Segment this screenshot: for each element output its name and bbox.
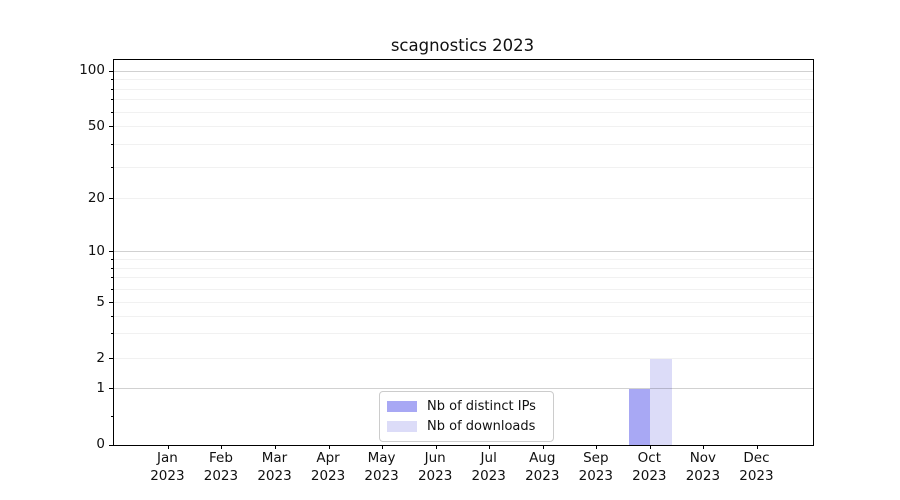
legend: Nb of distinct IPs Nb of downloads [379, 391, 554, 442]
y-tick-label: 1 [96, 379, 105, 396]
gridline [114, 288, 813, 290]
x-tick-label: Aug 2023 [525, 450, 560, 484]
y-tick-mark [109, 70, 113, 72]
legend-swatch-downloads [387, 421, 417, 432]
chart-title: scagnostics 2023 [390, 36, 535, 55]
y-tick-mark [110, 267, 113, 269]
x-tick-mark [382, 445, 384, 449]
bar-distinct-ips [628, 388, 651, 445]
x-tick-mark [221, 445, 223, 449]
y-tick-mark [109, 388, 113, 390]
y-tick-label: 20 [87, 189, 105, 206]
y-tick-mark [110, 99, 113, 101]
y-tick-mark [109, 444, 113, 446]
y-tick-mark [110, 166, 113, 168]
gridline [114, 267, 813, 269]
y-tick-label: 5 [96, 293, 105, 310]
x-tick-mark [649, 445, 651, 449]
y-tick-label: 2 [96, 349, 105, 366]
legend-entry-distinct-ips: Nb of distinct IPs [387, 399, 536, 414]
gridline [114, 79, 813, 81]
gridline [114, 277, 813, 279]
x-tick-label: May 2023 [364, 450, 399, 484]
y-tick-mark [110, 416, 113, 418]
gridline [114, 259, 813, 261]
x-tick-mark [167, 445, 169, 449]
x-tick-label: Apr 2023 [310, 450, 346, 484]
gridline [114, 166, 813, 168]
gridline [114, 99, 813, 101]
y-tick-mark [110, 88, 113, 90]
y-tick-label: 50 [87, 117, 105, 134]
x-tick-mark [596, 445, 598, 449]
y-tick-mark [110, 79, 113, 81]
y-tick-mark [110, 111, 113, 113]
y-tick-mark [109, 198, 113, 200]
y-tick-mark [110, 144, 113, 146]
legend-swatch-distinct-ips [387, 401, 417, 412]
gridline [114, 315, 813, 317]
x-tick-label: Sep 2023 [578, 450, 613, 484]
x-tick-mark [542, 445, 544, 449]
y-tick-mark [110, 288, 113, 290]
y-tick-mark [109, 251, 113, 253]
plot-area: Nb of distinct IPs Nb of downloads [109, 59, 814, 449]
gridline [114, 333, 813, 335]
y-tick-mark [109, 302, 113, 303]
y-tick-mark [110, 333, 113, 335]
gridline [114, 126, 813, 128]
gridline [114, 70, 813, 72]
gridline [114, 251, 813, 253]
x-tick-label: Nov 2023 [685, 450, 721, 484]
legend-label-downloads: Nb of downloads [427, 419, 536, 434]
x-tick-label: Jun 2023 [417, 450, 453, 484]
gridline [114, 88, 813, 90]
gridline [114, 302, 813, 303]
gridline [114, 111, 813, 113]
gridline [114, 198, 813, 200]
x-tick-label: Mar 2023 [257, 450, 292, 484]
x-tick-mark [489, 445, 491, 449]
y-tick-mark [110, 277, 113, 279]
x-tick-label: Jul 2023 [471, 450, 506, 484]
legend-entry-downloads: Nb of downloads [387, 419, 536, 434]
y-tick-label: 10 [87, 242, 105, 259]
x-tick-label: Feb 2023 [203, 450, 239, 484]
y-tick-label: 0 [96, 436, 105, 452]
x-tick-label: Oct 2023 [632, 450, 667, 484]
x-tick-mark [328, 445, 330, 449]
y-tick-mark [109, 126, 113, 128]
x-tick-mark [275, 445, 276, 449]
y-tick-mark [110, 259, 113, 261]
gridline [114, 144, 813, 146]
gridline [114, 358, 813, 360]
gridline [114, 388, 813, 390]
x-tick-label: Jan 2023 [150, 450, 185, 484]
x-tick-mark [703, 445, 705, 449]
x-tick-mark [435, 445, 437, 449]
y-tick-mark [109, 358, 113, 360]
y-tick-mark [110, 315, 113, 317]
x-tick-label: Dec 2023 [739, 450, 774, 484]
bar-downloads [650, 358, 672, 445]
legend-label-distinct-ips: Nb of distinct IPs [427, 399, 536, 414]
x-tick-mark [756, 445, 758, 449]
y-tick-label: 100 [79, 62, 105, 78]
